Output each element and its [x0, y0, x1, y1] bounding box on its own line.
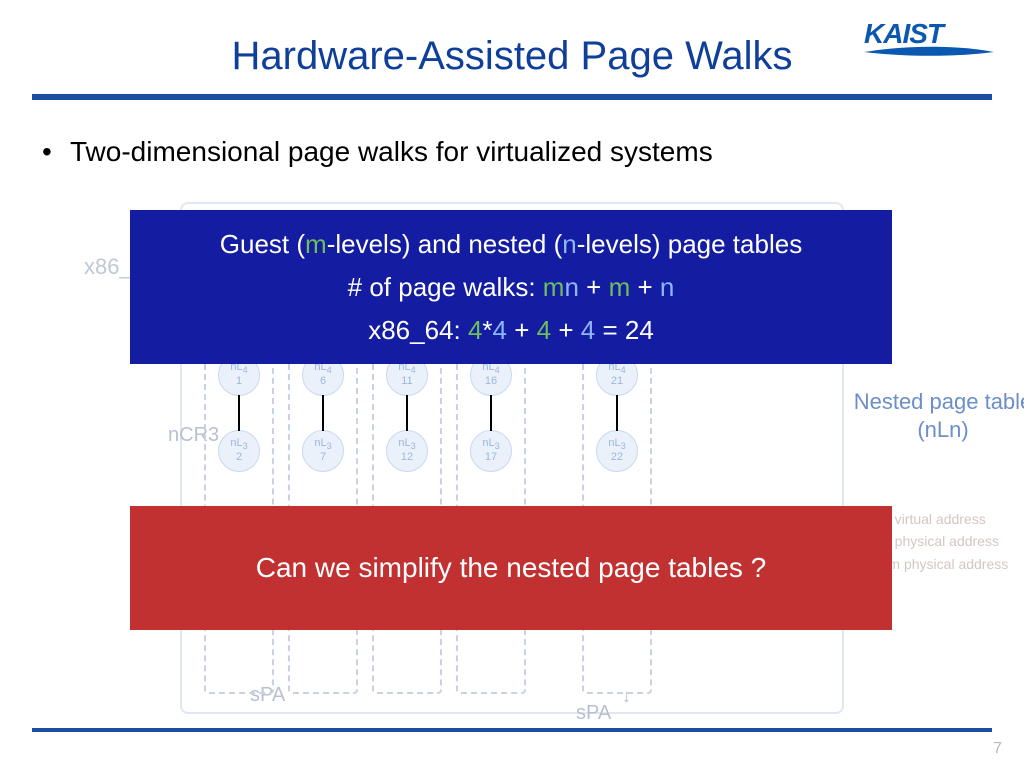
slide: KAIST Hardware-Assisted Page Walks Two-d…	[0, 0, 1024, 768]
title-divider	[32, 94, 992, 100]
formula-fragment: 4	[493, 315, 507, 345]
page-table-node: nL317	[470, 430, 512, 472]
spa-label-2: sPA	[576, 702, 611, 725]
formula-fragment: +	[551, 315, 581, 345]
footer-divider	[32, 728, 992, 732]
formula-fragment: # of page walks:	[348, 272, 543, 302]
formula-fragment: +	[507, 315, 537, 345]
formula-fragment: 4	[468, 315, 482, 345]
question-text: Can we simplify the nested page tables ?	[256, 552, 767, 584]
formula-callout: Guest (m-levels) and nested (n-levels) p…	[130, 210, 892, 364]
formula-line-2: # of page walks: mn + m + n	[348, 272, 675, 303]
formula-fragment: Guest (	[220, 229, 305, 259]
formula-fragment: +	[630, 272, 660, 302]
formula-line-3: x86_64: 4*4 + 4 + 4 = 24	[368, 315, 654, 346]
formula-fragment: -levels) and nested (	[327, 229, 563, 259]
formula-fragment: 4	[581, 315, 595, 345]
formula-fragment: m	[305, 229, 327, 259]
formula-fragment: +	[579, 272, 609, 302]
nested-page-table-label: Nested page table (nLn)	[838, 388, 1024, 443]
formula-fragment: 4	[537, 315, 551, 345]
formula-fragment: m	[609, 272, 631, 302]
node-connector	[616, 395, 618, 431]
page-table-node: nL32	[218, 430, 260, 472]
formula-fragment: n	[562, 229, 576, 259]
page-table-node: nL312	[386, 430, 428, 472]
slide-title: Hardware-Assisted Page Walks	[0, 34, 1024, 79]
npt-line1: Nested page table	[854, 389, 1024, 414]
formula-fragment: -levels) page tables	[577, 229, 802, 259]
page-table-node: nL322	[596, 430, 638, 472]
node-connector	[322, 395, 324, 431]
formula-line-1: Guest (m-levels) and nested (n-levels) p…	[220, 229, 802, 260]
node-connector	[406, 395, 408, 431]
npt-line2: (nLn)	[917, 417, 968, 442]
node-connector	[490, 395, 492, 431]
formula-fragment: n	[660, 272, 674, 302]
formula-fragment: = 24	[595, 315, 654, 345]
question-callout: Can we simplify the nested page tables ?	[130, 506, 892, 630]
formula-fragment: n	[564, 272, 578, 302]
node-connector	[238, 395, 240, 431]
bullet-1: Two-dimensional page walks for virtualiz…	[70, 136, 713, 168]
page-table-node: nL37	[302, 430, 344, 472]
formula-fragment: m	[543, 272, 565, 302]
page-number: 7	[993, 740, 1002, 758]
formula-fragment: *	[482, 315, 492, 345]
formula-fragment: x86_64:	[368, 315, 468, 345]
